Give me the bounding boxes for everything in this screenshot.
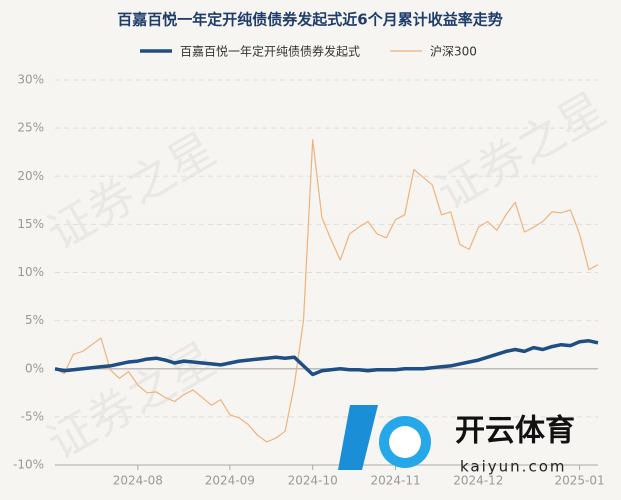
x-tick-label: 2024-08 <box>113 474 163 488</box>
x-tick-label: 2024-09 <box>205 474 255 488</box>
x-tick-label: 2024-12 <box>453 474 503 488</box>
chart-title: 百嘉百悦一年定开纯债债券发起式近6个月累计收益率走势 <box>117 11 502 29</box>
series-line <box>54 139 599 443</box>
x-tick-label: 2024-11 <box>370 474 420 488</box>
x-tick-label: 2025-01 <box>555 474 605 488</box>
logo-ball-inner <box>389 426 421 458</box>
x-tick-label: 2024-10 <box>288 474 338 488</box>
y-tick-label: 15% <box>17 217 44 231</box>
legend-label: 百嘉百悦一年定开纯债债券发起式 <box>180 44 360 59</box>
y-tick-label: 25% <box>17 121 44 135</box>
logo-url: kaiyun.com <box>460 458 566 476</box>
y-tick-label: 5% <box>25 313 44 327</box>
logo-k <box>338 405 378 470</box>
series-line <box>54 339 599 377</box>
legend-label: 沪深300 <box>430 45 477 59</box>
y-tick-label: -5% <box>21 409 44 423</box>
y-tick-label: 10% <box>17 265 44 279</box>
logo: 开云体育 kaiyun.com <box>338 405 575 476</box>
y-tick-label: -10% <box>13 458 44 472</box>
y-tick-label: 30% <box>17 73 44 87</box>
logo-text: 开云体育 <box>455 414 575 449</box>
y-tick-label: 20% <box>17 169 44 183</box>
y-tick-label: 0% <box>25 361 44 375</box>
